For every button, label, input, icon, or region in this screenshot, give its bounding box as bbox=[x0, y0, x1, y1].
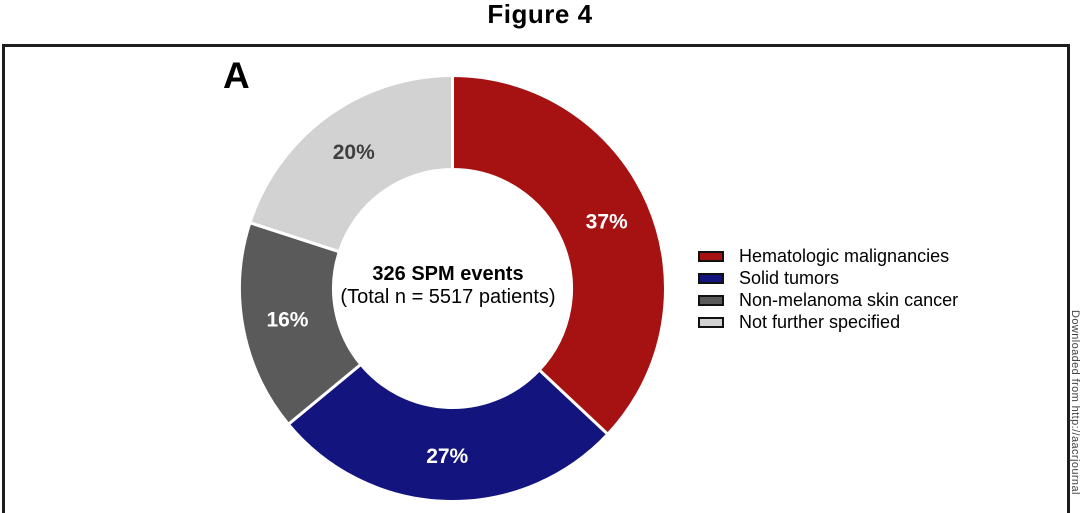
watermark-text: Downloaded from http://aacrjournal bbox=[1069, 310, 1080, 495]
donut-center-line2: (Total n = 5517 patients) bbox=[340, 286, 556, 308]
donut-segment-4 bbox=[248, 73, 454, 254]
legend-swatch-icon bbox=[698, 294, 724, 306]
legend-item: Non-melanoma skin cancer bbox=[698, 289, 958, 311]
slice-label-3: 16% bbox=[266, 308, 308, 331]
figure-title: Figure 4 bbox=[487, 0, 593, 29]
legend-swatch-icon bbox=[698, 250, 724, 262]
legend-item: Solid tumors bbox=[698, 267, 958, 289]
legend-label: Not further specified bbox=[739, 312, 901, 332]
panel-label: A bbox=[223, 55, 250, 96]
legend-label: Non-melanoma skin cancer bbox=[739, 290, 959, 310]
donut-segment-1 bbox=[451, 73, 667, 437]
legend: Hematologic malignancies Solid tumors Non-… bbox=[698, 245, 958, 333]
slice-label-4: 20% bbox=[333, 141, 375, 164]
donut-chart: 37% 27% 16% 20% bbox=[238, 73, 667, 503]
legend-label: Solid tumors bbox=[739, 268, 840, 288]
donut-center-line1: 326 SPM events bbox=[372, 263, 524, 285]
donut-segment-2 bbox=[286, 362, 610, 503]
slice-label-2: 27% bbox=[426, 445, 468, 468]
legend-item: Hematologic malignancies bbox=[698, 245, 958, 267]
legend-label: Hematologic malignancies bbox=[739, 246, 950, 266]
donut-center-text: 326 SPM events (Total n = 5517 patients) bbox=[288, 263, 608, 309]
slice-label-1: 37% bbox=[586, 210, 628, 233]
legend-item: Not further specified bbox=[698, 311, 958, 333]
legend-swatch-icon bbox=[698, 316, 724, 328]
legend-swatch-icon bbox=[698, 272, 724, 284]
